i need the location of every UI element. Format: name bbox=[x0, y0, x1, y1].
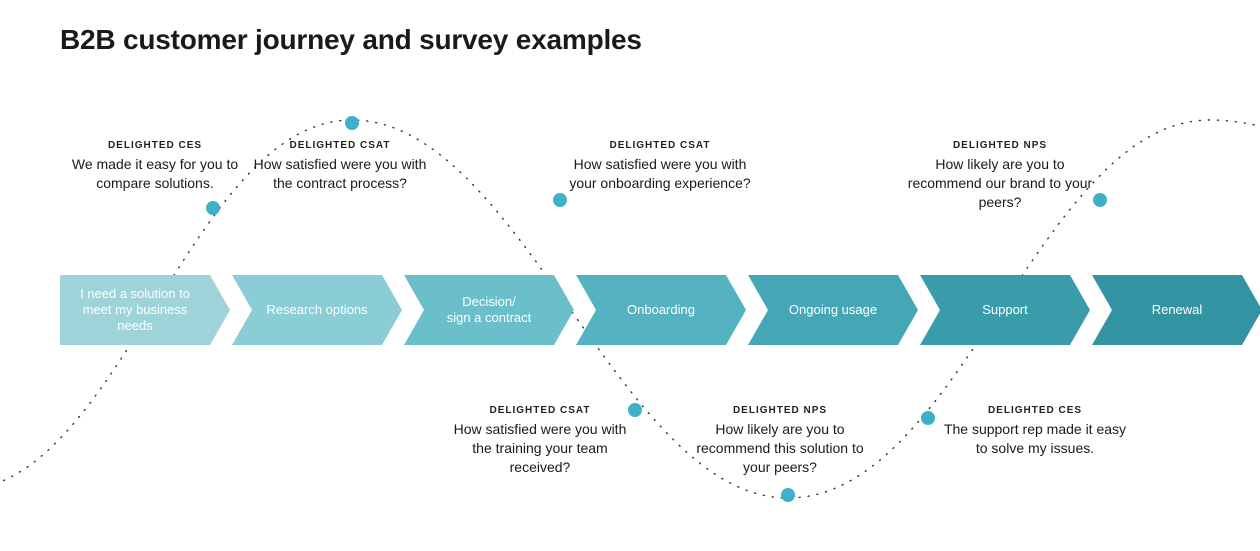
journey-stage: Decision/sign a contract bbox=[414, 275, 564, 345]
survey-question: How likely are you to recommend this sol… bbox=[685, 420, 875, 477]
survey-question: How satisfied were you with your onboard… bbox=[565, 155, 755, 193]
journey-stage: I need a solution to meet my business ne… bbox=[60, 275, 210, 345]
survey-question: How satisfied were you with the contract… bbox=[245, 155, 435, 193]
survey-top: DELIGHTED NPS How likely are you to recom… bbox=[905, 140, 1095, 212]
survey-top: DELIGHTED CSAT How satisfied were you wit… bbox=[245, 140, 435, 193]
journey-stage: Ongoing usage bbox=[758, 275, 908, 345]
journey-stage: Onboarding bbox=[586, 275, 736, 345]
survey-eyebrow: DELIGHTED CSAT bbox=[245, 140, 435, 151]
journey-stage: Support bbox=[930, 275, 1080, 345]
survey-top: DELIGHTED CSAT How satisfied were you wit… bbox=[565, 140, 755, 193]
journey-diagram: B2B customer journey and survey examples… bbox=[0, 0, 1260, 551]
survey-bottom: DELIGHTED CES The support rep made it eas… bbox=[940, 405, 1130, 458]
survey-question: How likely are you to recommend our bran… bbox=[905, 155, 1095, 212]
survey-top: DELIGHTED CES We made it easy for you to … bbox=[60, 140, 250, 193]
survey-question: The support rep made it easy to solve my… bbox=[940, 420, 1130, 458]
survey-eyebrow: DELIGHTED CSAT bbox=[565, 140, 755, 151]
survey-question: How satisfied were you with the training… bbox=[445, 420, 635, 477]
survey-eyebrow: DELIGHTED CES bbox=[940, 405, 1130, 416]
survey-eyebrow: DELIGHTED NPS bbox=[685, 405, 875, 416]
survey-eyebrow: DELIGHTED CSAT bbox=[445, 405, 635, 416]
journey-stage: Research options bbox=[242, 275, 392, 345]
survey-eyebrow: DELIGHTED NPS bbox=[905, 140, 1095, 151]
journey-stage: Renewal bbox=[1102, 275, 1252, 345]
survey-question: We made it easy for you to compare solut… bbox=[60, 155, 250, 193]
survey-bottom: DELIGHTED CSAT How satisfied were you wit… bbox=[445, 405, 635, 477]
survey-bottom: DELIGHTED NPS How likely are you to recom… bbox=[685, 405, 875, 477]
survey-eyebrow: DELIGHTED CES bbox=[60, 140, 250, 151]
